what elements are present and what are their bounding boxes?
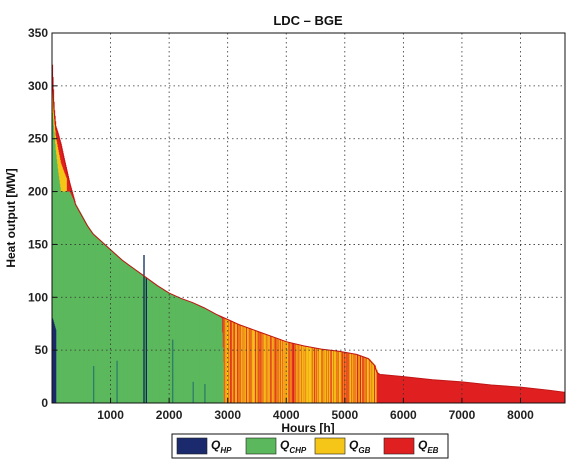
x-tick-label: 4000 xyxy=(273,408,300,422)
x-tick-label: 7000 xyxy=(449,408,476,422)
hp-streak xyxy=(204,383,206,403)
hp-streak xyxy=(92,366,95,403)
legend-label-eb: QEB xyxy=(418,438,439,455)
y-tick-label: 0 xyxy=(41,396,48,410)
hp-streak xyxy=(143,255,145,403)
legend-swatch-gb xyxy=(314,437,346,455)
x-tick-label: 2000 xyxy=(156,408,183,422)
x-tick-label: 1000 xyxy=(97,408,124,422)
legend-swatch-chp xyxy=(245,437,277,455)
x-tick-label: 8000 xyxy=(507,408,534,422)
y-tick-label: 100 xyxy=(28,290,48,304)
load-curve-line xyxy=(51,64,566,393)
plot-area xyxy=(51,33,566,404)
hp-streak xyxy=(172,339,174,403)
legend-swatch-eb xyxy=(383,437,415,455)
x-axis-label: Hours [h] xyxy=(281,421,334,435)
x-tick-label: 3000 xyxy=(214,408,241,422)
legend-label-gb: QGB xyxy=(349,438,371,455)
grid xyxy=(52,32,565,404)
hp-streak xyxy=(192,381,194,403)
plot-frame xyxy=(51,32,566,404)
hp-column xyxy=(55,329,57,403)
axes: 1000 2000 3000 4000 5000 6000 7000 8000 0 50 100 15… xyxy=(28,26,566,422)
y-tick-label: 300 xyxy=(28,79,48,93)
legend: QHP QCHP QGB QEB xyxy=(171,433,449,459)
y-axis-label: Heat output [MW] xyxy=(4,168,18,267)
y-tick-label: 250 xyxy=(28,132,48,146)
eb-area xyxy=(377,372,565,403)
hp-streak xyxy=(145,278,147,403)
chart-title: LDC – BGE xyxy=(273,13,343,28)
legend-label-hp: QHP xyxy=(211,438,232,455)
x-tick-label: 5000 xyxy=(331,408,358,422)
hp-streak xyxy=(116,360,118,403)
legend-swatch-hp xyxy=(176,437,208,455)
y-tick-label: 50 xyxy=(35,343,49,357)
y-tick-label: 200 xyxy=(28,185,48,199)
y-tick-label: 150 xyxy=(28,237,48,251)
legend-label-chp: QCHP xyxy=(280,438,307,455)
x-tick-label: 6000 xyxy=(390,408,417,422)
y-tick-label: 350 xyxy=(28,26,48,40)
